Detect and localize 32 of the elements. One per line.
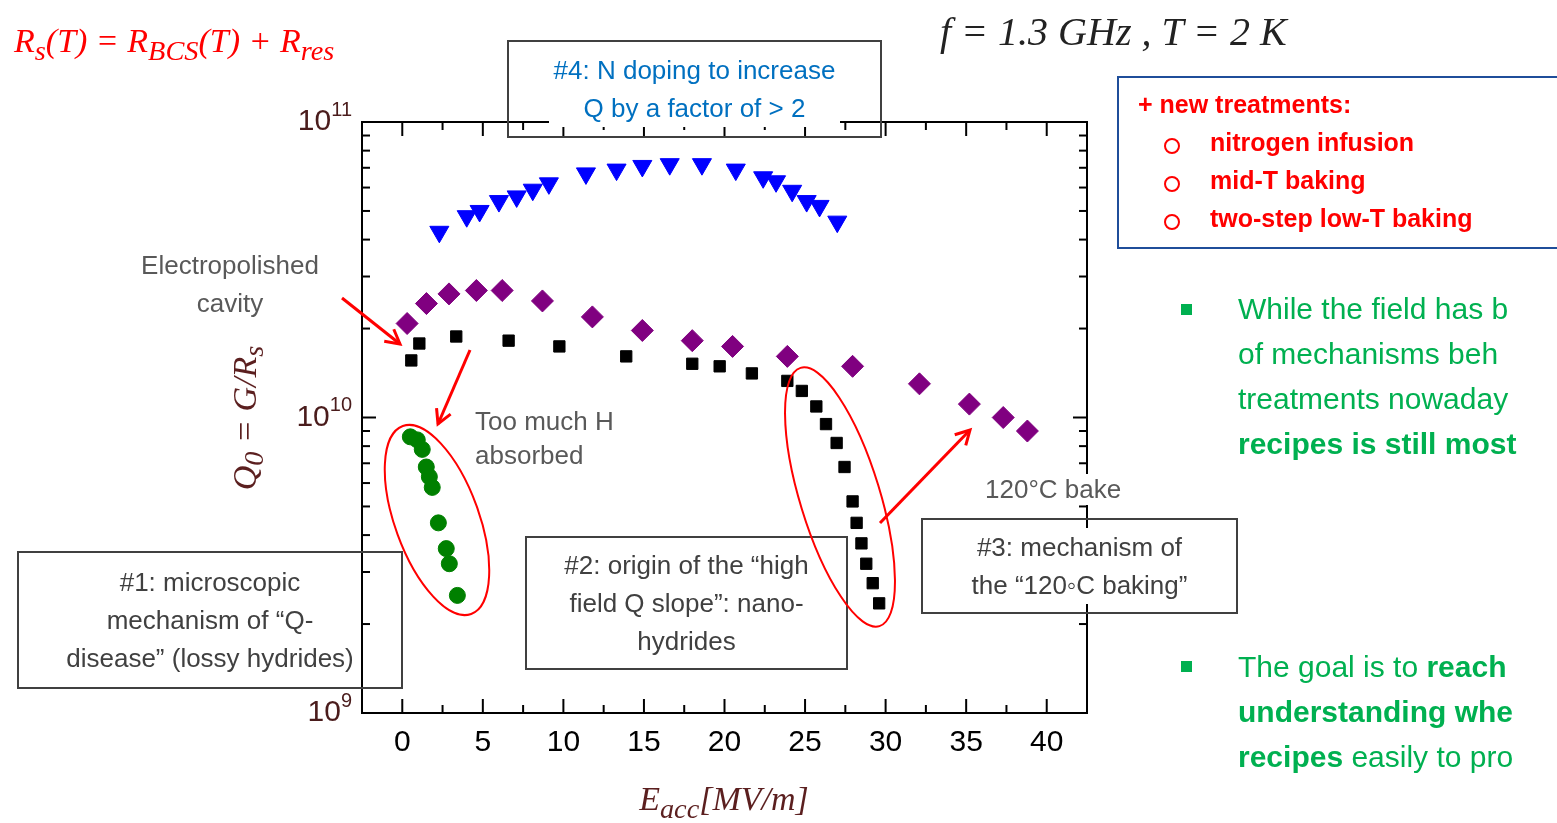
text: of mechanisms beh <box>1238 337 1499 370</box>
x-tick-label: 30 <box>868 724 903 758</box>
text: While the field has b <box>1238 292 1509 325</box>
x-tick-label: 5 <box>474 724 492 758</box>
annotation: 120°C bake <box>985 474 1122 505</box>
x-tick-label: 35 <box>949 724 983 758</box>
text: understanding whe <box>1238 695 1514 728</box>
text: + new treatments: <box>1138 90 1352 119</box>
text: reach <box>1426 650 1507 683</box>
x-tick-label: 20 <box>707 724 742 758</box>
x-tick-label: 0 <box>393 724 411 758</box>
text: treatments nowaday <box>1238 382 1509 415</box>
text: Electropolished cavity <box>140 249 320 320</box>
x-tick-label: 15 <box>627 724 661 758</box>
x-axis-title: E$_{acc}$[MV/m] <box>639 780 809 823</box>
annotation: #4: N doping to increase Q by a factor of > 2 <box>549 51 840 127</box>
annotation: #2: origin of the “high field Q slope”: nano-hydrides <box>557 546 816 660</box>
text: #1: microscopic mechanism of “Q-disease” (lossy hydrides) <box>59 563 361 677</box>
text: mid-T baking <box>1210 166 1366 195</box>
x-tick-label: 25 <box>788 724 822 758</box>
text: two-step low-T baking <box>1210 204 1473 233</box>
text: The goal is to <box>1238 650 1420 683</box>
text: nitrogen infusion <box>1210 128 1415 157</box>
x-tick-label: 40 <box>1030 724 1064 758</box>
text: recipes <box>1238 740 1344 773</box>
text: R$_{s}$(T) = R$_{BCS}$(T) + R$_{res}$ <box>14 22 335 67</box>
text: recipes is still most <box>1238 427 1517 460</box>
text: f = 1.3 GHz , T = 2 K <box>940 8 1287 55</box>
annotation: #3: mechanism of the “120◦C baking” <box>963 528 1196 604</box>
annotation: Too much H absorbed <box>475 405 615 472</box>
text: easily to pro <box>1350 740 1514 773</box>
x-tick-label: 10 <box>546 724 581 758</box>
